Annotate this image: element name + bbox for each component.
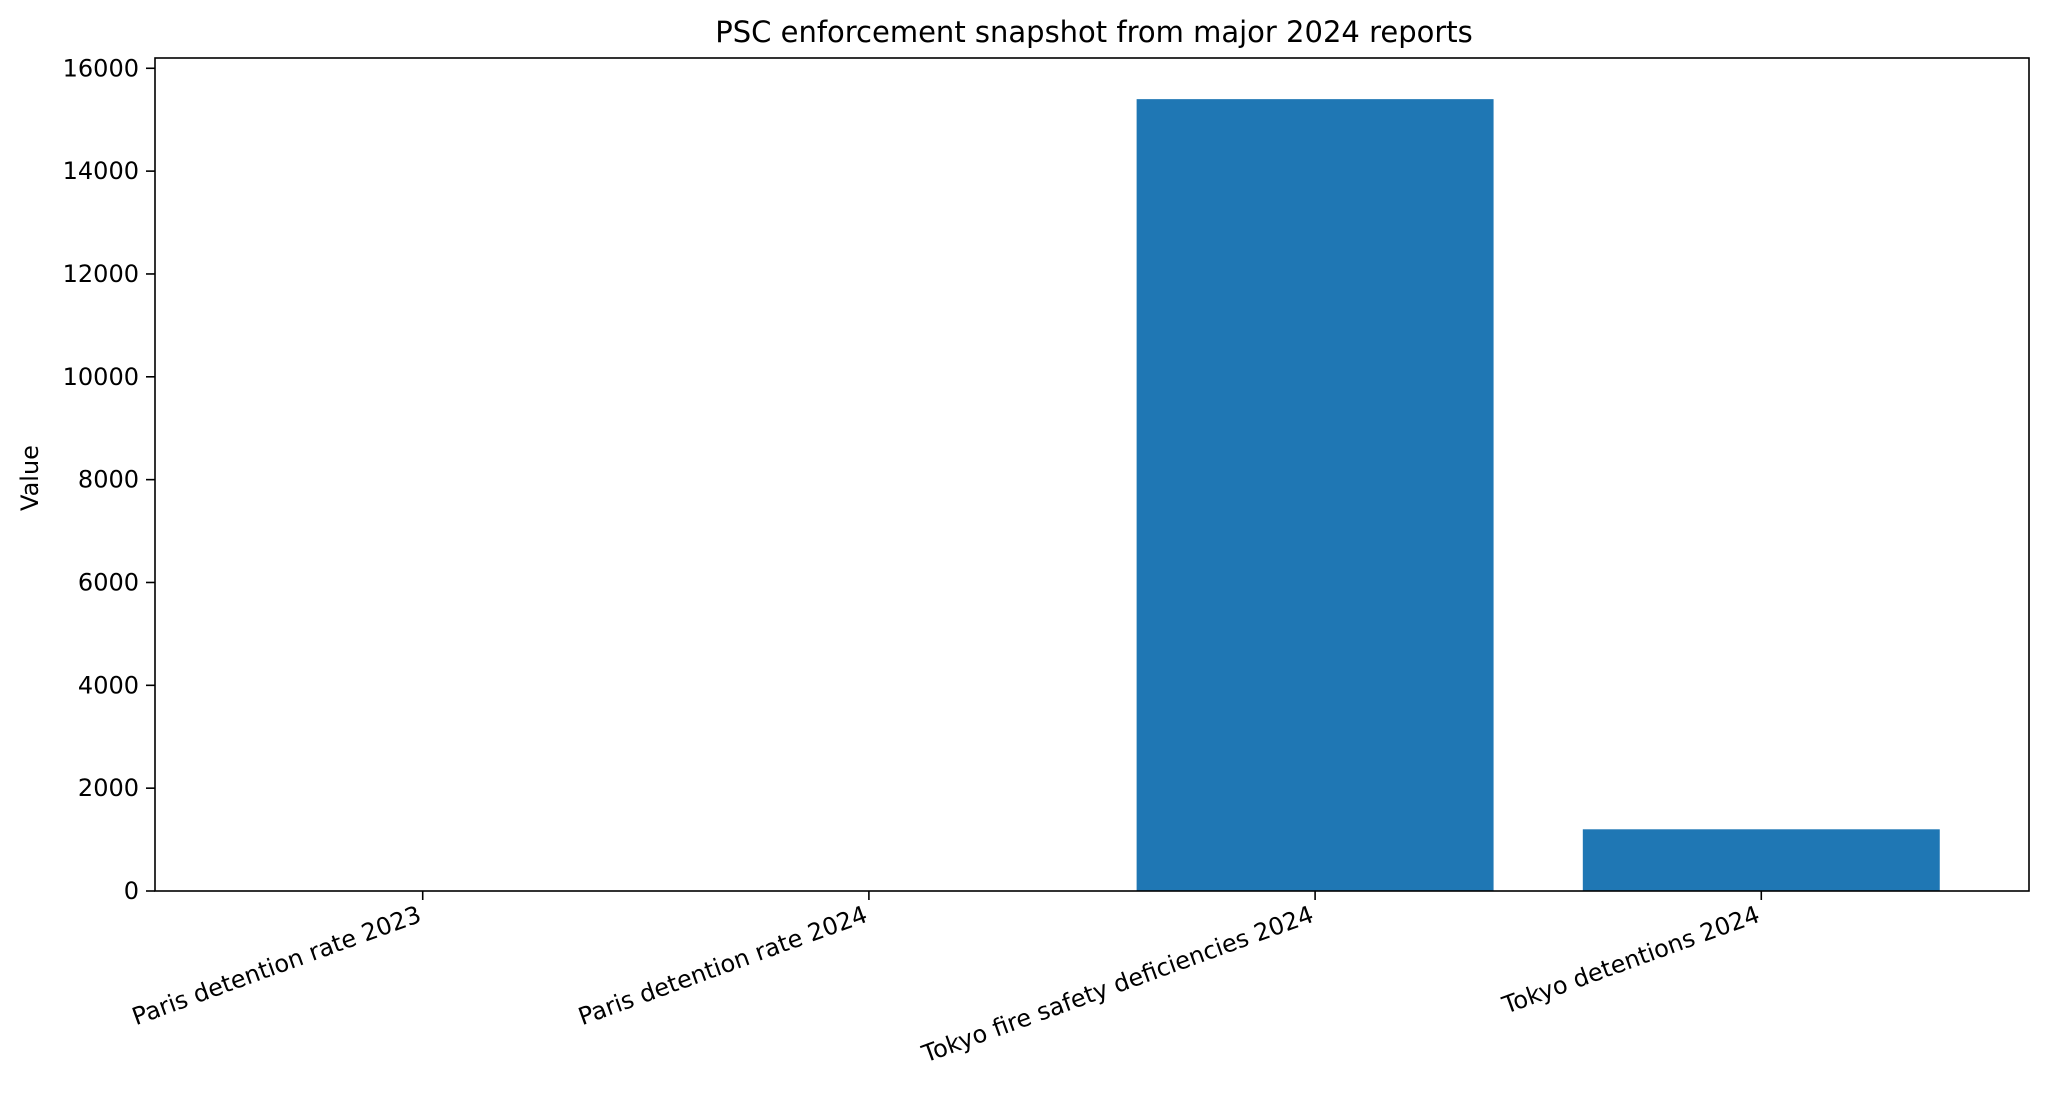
x-tick-label-1: Paris detention rate 2024: [575, 900, 871, 1031]
x-axis-ticks: Paris detention rate 2023 Paris detention…: [128, 891, 1763, 1069]
x-tick-label-0: Paris detention rate 2023: [128, 900, 424, 1031]
chart-title: PSC enforcement snapshot from major 2024…: [715, 15, 1473, 49]
y-tick-label-8: 16000: [63, 54, 139, 82]
y-tick-label-1: 2000: [78, 774, 139, 802]
y-tick-label-3: 6000: [78, 568, 139, 596]
x-tick-label-2: Tokyo fire safety deficiencies 2024: [917, 900, 1317, 1068]
y-tick-label-7: 14000: [63, 157, 139, 185]
y-axis-ticks: 0 2000 4000 6000 8000 10000 12000 14000 16000: [63, 54, 155, 905]
y-tick-label-0: 0: [124, 877, 139, 905]
y-axis-label: Value: [16, 445, 44, 511]
x-tick-label-3: Tokyo detentions 2024: [1498, 900, 1764, 1019]
plot-frame: [154, 57, 2030, 892]
y-tick-label-6: 12000: [63, 260, 139, 288]
y-tick-label-2: 4000: [78, 671, 139, 699]
y-tick-label-4: 8000: [78, 466, 139, 494]
y-tick-label-5: 10000: [63, 363, 139, 391]
bar-3: [1582, 829, 1940, 891]
bar-2: [1136, 99, 1494, 891]
bars-layer: [244, 99, 1940, 891]
